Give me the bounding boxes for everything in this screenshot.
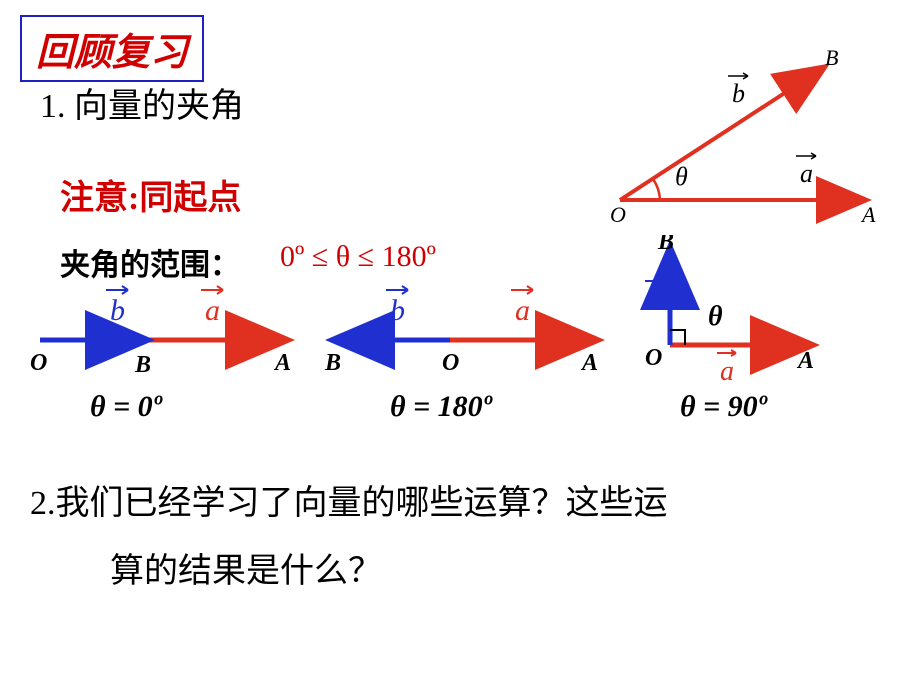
section-1-heading: 1. 向量的夹角 — [40, 78, 244, 127]
range-label: 夹角的范围： — [60, 240, 240, 284]
label-b-90: b — [648, 283, 662, 314]
label-A: A — [860, 202, 876, 227]
label-b-0: b — [110, 294, 125, 327]
label-theta: θ — [675, 162, 688, 191]
review-title: 回顾复习 — [20, 15, 204, 82]
label-a-90: a — [720, 356, 734, 387]
label-a-0: a — [205, 294, 220, 327]
theta-90-formula: θ = 90º — [680, 390, 767, 424]
note-body: 同起点 — [139, 180, 241, 217]
label-O-0: O — [30, 350, 47, 376]
label-B: B — [825, 45, 838, 70]
label-O: O — [610, 202, 626, 227]
case-180-diagram: B O A b a — [320, 280, 610, 390]
label-a: a — [800, 159, 813, 188]
case-0-diagram: O B A b a — [20, 280, 310, 390]
section-2-question: 2.我们已经学习了向量的哪些运算？这些运 算的结果是什么？ — [30, 470, 668, 606]
label-b-180: b — [390, 294, 405, 327]
label-b: b — [732, 79, 745, 108]
theta-0-formula: θ = 0º — [90, 390, 162, 424]
label-a-180: a — [515, 294, 530, 327]
case-90-diagram: O A B θ b a — [630, 235, 860, 395]
theta-180-formula: θ = 180º — [390, 390, 492, 424]
label-O-180: O — [442, 350, 459, 376]
label-B-0: B — [134, 352, 151, 378]
label-B-180: B — [324, 350, 341, 376]
main-angle-diagram: O A B θ a b — [580, 40, 900, 230]
label-theta-90: θ — [708, 301, 723, 332]
label-A-90: A — [796, 348, 814, 374]
note-prefix: 注意: — [60, 180, 139, 217]
label-A-0: A — [273, 350, 291, 376]
section-2-line1: 2.我们已经学习了向量的哪些运算？这些运 — [30, 470, 668, 538]
range-formula: 0º ≤ θ ≤ 180º — [280, 240, 436, 274]
note-line: 注意:同起点 — [60, 170, 241, 219]
label-O-90: O — [645, 345, 662, 371]
label-A-180: A — [580, 350, 598, 376]
label-B-90: B — [657, 235, 674, 255]
section-2-line2: 算的结果是什么？ — [110, 538, 668, 606]
